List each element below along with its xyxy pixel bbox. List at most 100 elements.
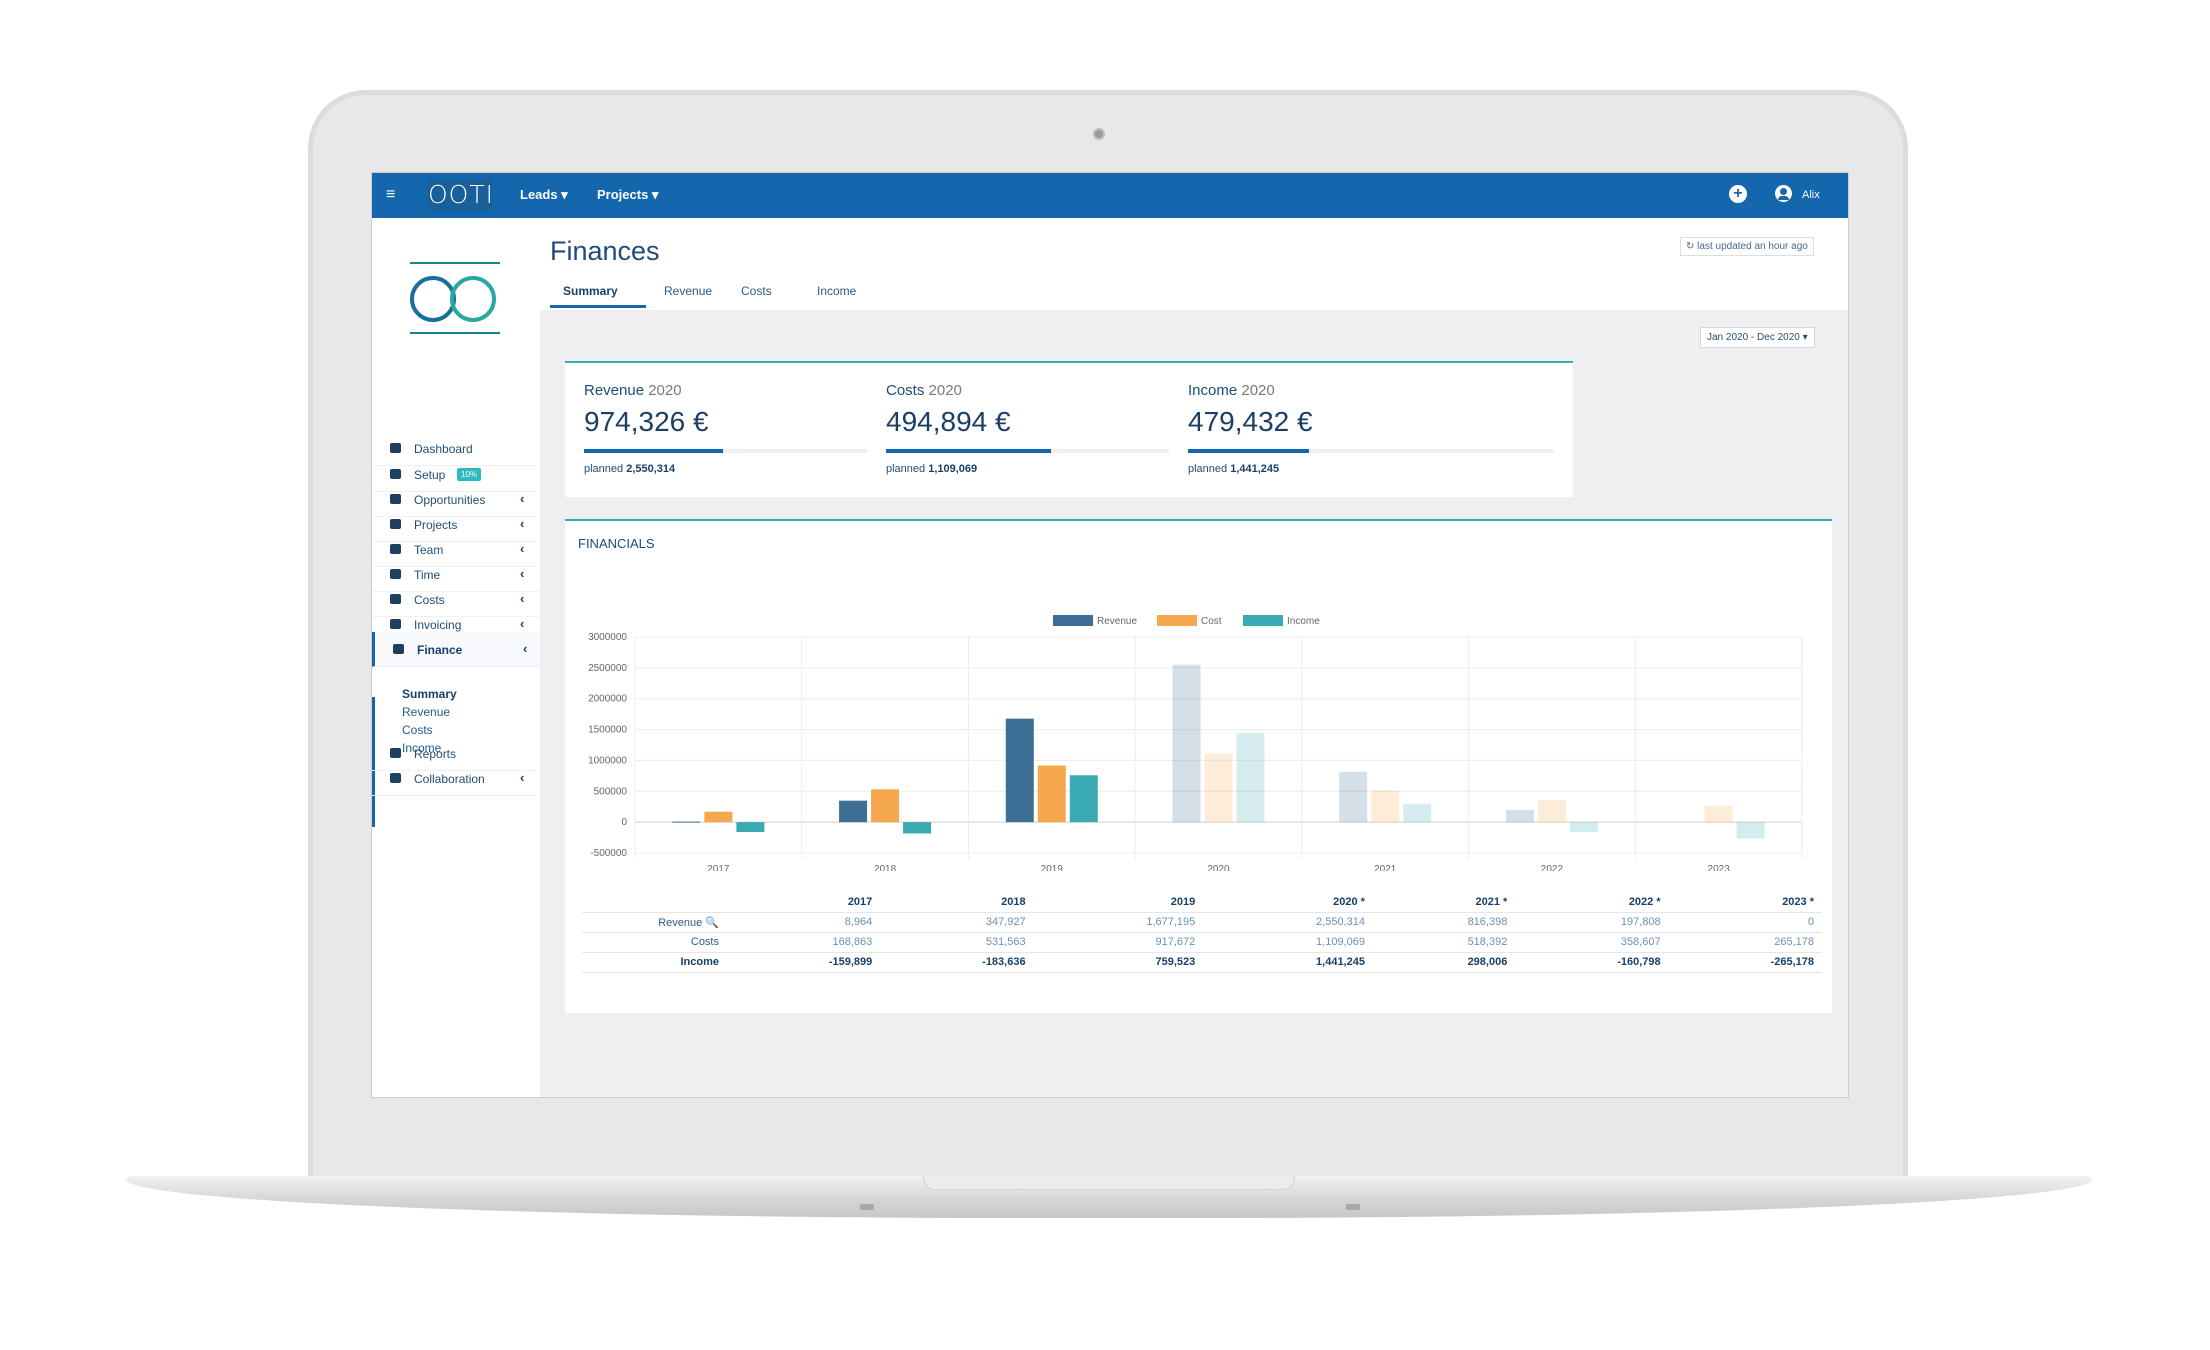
menu-icon[interactable]: ≡ [386,186,396,203]
date-range-select[interactable]: Jan 2020 - Dec 2020 ▾ [1700,327,1815,348]
projects-icon [390,519,401,529]
sidebar-item-reports[interactable]: Reports [372,736,540,771]
dashboard-icon [390,443,401,453]
table-cell: 298,006 [1372,952,1516,973]
finance-sub-income[interactable]: Income [402,741,442,755]
x-tick-label: 2022 [1541,864,1564,871]
y-tick-label: 1000000 [588,755,627,766]
table-cell: 1,677,195 [1033,912,1204,933]
page-header: Finances Summary Revenue Costs Income ↻ … [540,218,1848,310]
kpi-planned: planned 1,441,245 [1188,463,1279,475]
table-header: 2021 * [1372,892,1516,913]
refresh-status[interactable]: ↻ last updated an hour ago [1680,237,1814,256]
bar-revenue-2017 [672,821,701,823]
table-cell: 2,550,314 [1203,912,1373,933]
bar-revenue-2020 [1172,664,1201,823]
setup-badge: 10% [457,468,482,481]
sidebar-item-time[interactable]: Time ‹ [372,557,540,592]
table-row: Revenue 🔍 8,964 347,927 1,677,195 2,550,314 8… [582,912,1822,933]
bar-income-2020 [1236,733,1265,823]
table-cell: 0 [1668,912,1822,933]
table-cell: 816,398 [1372,912,1516,933]
sidebar-item-label: Finance [417,643,463,657]
tab-costs[interactable]: Costs [741,284,772,298]
app-screen: ≡ OOTI Leads ▾ Projects ▾ + Alix Dashboa… [371,172,1849,1098]
sidebar-item-projects[interactable]: Projects ‹ [372,507,540,542]
time-icon [390,569,401,579]
add-icon[interactable]: + [1729,185,1747,203]
user-name[interactable]: Alix [1802,189,1820,201]
table-header: 2017 [727,892,881,913]
chevron-left-icon: ‹ [520,616,525,631]
kpi-title: Income 2020 [1188,382,1275,399]
sidebar-item-label: Time [414,568,441,582]
planned-label: planned [584,463,624,475]
table-cell: 8,964 [727,912,881,933]
table-header: 2019 [1033,892,1204,913]
row-label: Income [582,952,727,973]
finance-sub-costs[interactable]: Costs [402,723,433,737]
active-indicator [372,697,375,827]
tab-summary[interactable]: Summary [563,284,618,298]
sidebar: Dashboard Setup 10% Opportunities ‹ Projects ‹… [372,218,540,1097]
sidebar-item-setup[interactable]: Setup 10% [372,457,540,492]
y-tick-label: -500000 [590,848,627,859]
row-label[interactable]: Revenue 🔍 [582,912,727,933]
kpi-label: Income [1188,382,1238,399]
chevron-left-icon: ‹ [523,641,528,656]
kpi-year: 2020 [1241,382,1275,399]
sidebar-item-label: Dashboard [414,442,473,456]
legend-swatch [1243,615,1283,626]
y-tick-label: 500000 [594,786,628,797]
kpi-year: 2020 [928,382,962,399]
kpi-card-income[interactable]: Income 2020 479,432 € planned 1,441,245 [1169,361,1573,497]
row-label: Costs [582,932,727,953]
y-tick-label: 3000000 [588,632,627,643]
sidebar-item-opportunities[interactable]: Opportunities ‹ [372,482,540,517]
sidebar-item-collaboration[interactable]: Collaboration ‹ [372,761,540,796]
bar-income-2018 [903,822,932,834]
table-cell: -160,798 [1515,952,1669,973]
kpi-progress [1188,449,1554,453]
laptop-notch [923,1176,1295,1190]
kpi-progress [886,449,1252,453]
planned-label: planned [886,463,926,475]
app-logo[interactable]: OOTI [428,179,494,211]
bar-income-2021 [1403,803,1432,823]
x-tick-label: 2018 [874,864,897,871]
bar-cost-2019 [1037,765,1066,823]
nav-leads[interactable]: Leads ▾ [520,187,568,202]
user-icon[interactable] [1775,185,1792,202]
bar-cost-2017 [704,811,733,823]
setup-icon [390,469,401,479]
sidebar-item-label: Invoicing [414,618,462,632]
table-cell: 1,109,069 [1203,932,1373,953]
legend-label: Revenue [1097,616,1137,627]
bar-cost-2020 [1204,753,1233,823]
tab-income[interactable]: Income [817,284,857,298]
planned-value: 1,441,245 [1230,463,1280,475]
bar-cost-2021 [1371,790,1400,823]
tab-revenue[interactable]: Revenue [664,284,713,298]
table-cell: 917,672 [1033,932,1204,953]
sidebar-item-team[interactable]: Team ‹ [372,532,540,567]
kpi-year: 2020 [648,382,682,399]
sidebar-item-dashboard[interactable]: Dashboard [372,431,540,466]
financials-chart: 3000000 2500000 2000000 1500000 1000000 50000… [588,615,1803,871]
finance-icon [393,644,404,654]
table-cell: 168,863 [727,932,881,953]
brand-logo [410,262,500,336]
finance-sub-revenue[interactable]: Revenue [402,705,451,719]
laptop-foot [1346,1204,1360,1210]
table-header: 2023 * [1668,892,1822,913]
finance-sub-summary[interactable]: Summary [402,687,457,701]
nav-projects[interactable]: Projects ▾ [597,187,659,202]
kpi-progress [584,449,950,453]
kpi-label: Costs [886,382,925,399]
table-header: 2022 * [1515,892,1669,913]
sidebar-item-finance[interactable]: Finance ‹ [372,632,540,667]
kpi-value: 479,432 € [1188,406,1313,437]
sidebar-item-costs[interactable]: Costs ‹ [372,582,540,617]
table-cell: 759,523 [1033,952,1204,973]
bar-cost-2018 [871,789,900,823]
